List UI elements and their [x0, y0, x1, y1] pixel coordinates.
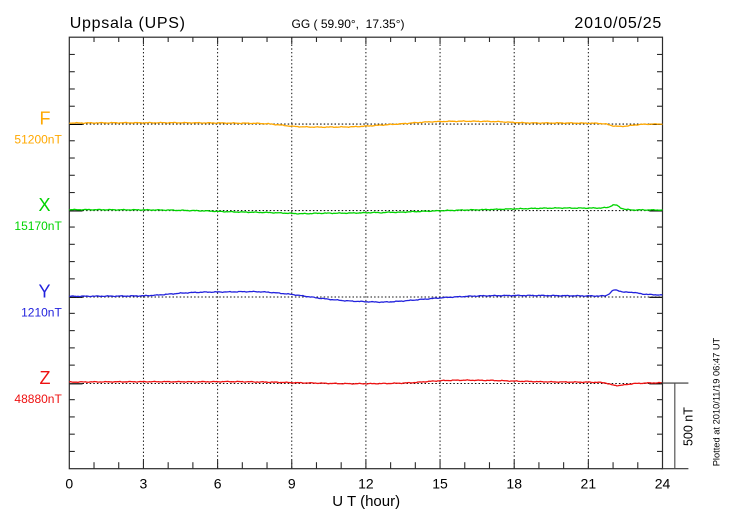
svg-text:24: 24 [655, 476, 671, 492]
svg-text:Z: Z [40, 368, 51, 388]
svg-text:500 nT: 500 nT [682, 407, 696, 446]
svg-text:21: 21 [581, 476, 597, 492]
svg-text:12: 12 [358, 476, 374, 492]
svg-text:1210nT: 1210nT [21, 306, 62, 320]
svg-text:9: 9 [288, 476, 296, 492]
svg-text:Plotted at 2010/11/19 06:47 UT: Plotted at 2010/11/19 06:47 UT [711, 337, 721, 466]
svg-text:18: 18 [506, 476, 522, 492]
svg-text:Y: Y [38, 281, 50, 301]
svg-text:15170nT: 15170nT [14, 219, 62, 233]
svg-text:GG ( 59.90°, 17.35°): GG ( 59.90°, 17.35°) [292, 17, 405, 31]
svg-text:F: F [40, 109, 51, 129]
svg-text:X: X [38, 195, 50, 215]
svg-text:2010/05/25: 2010/05/25 [574, 15, 662, 32]
svg-text:15: 15 [432, 476, 448, 492]
svg-text:U T (hour): U T (hour) [332, 493, 400, 510]
svg-text:3: 3 [140, 476, 148, 492]
svg-text:0: 0 [65, 476, 73, 492]
svg-text:51200nT: 51200nT [14, 133, 62, 147]
svg-text:6: 6 [214, 476, 222, 492]
svg-text:48880nT: 48880nT [14, 392, 62, 406]
svg-text:Uppsala (UPS): Uppsala (UPS) [70, 15, 186, 32]
